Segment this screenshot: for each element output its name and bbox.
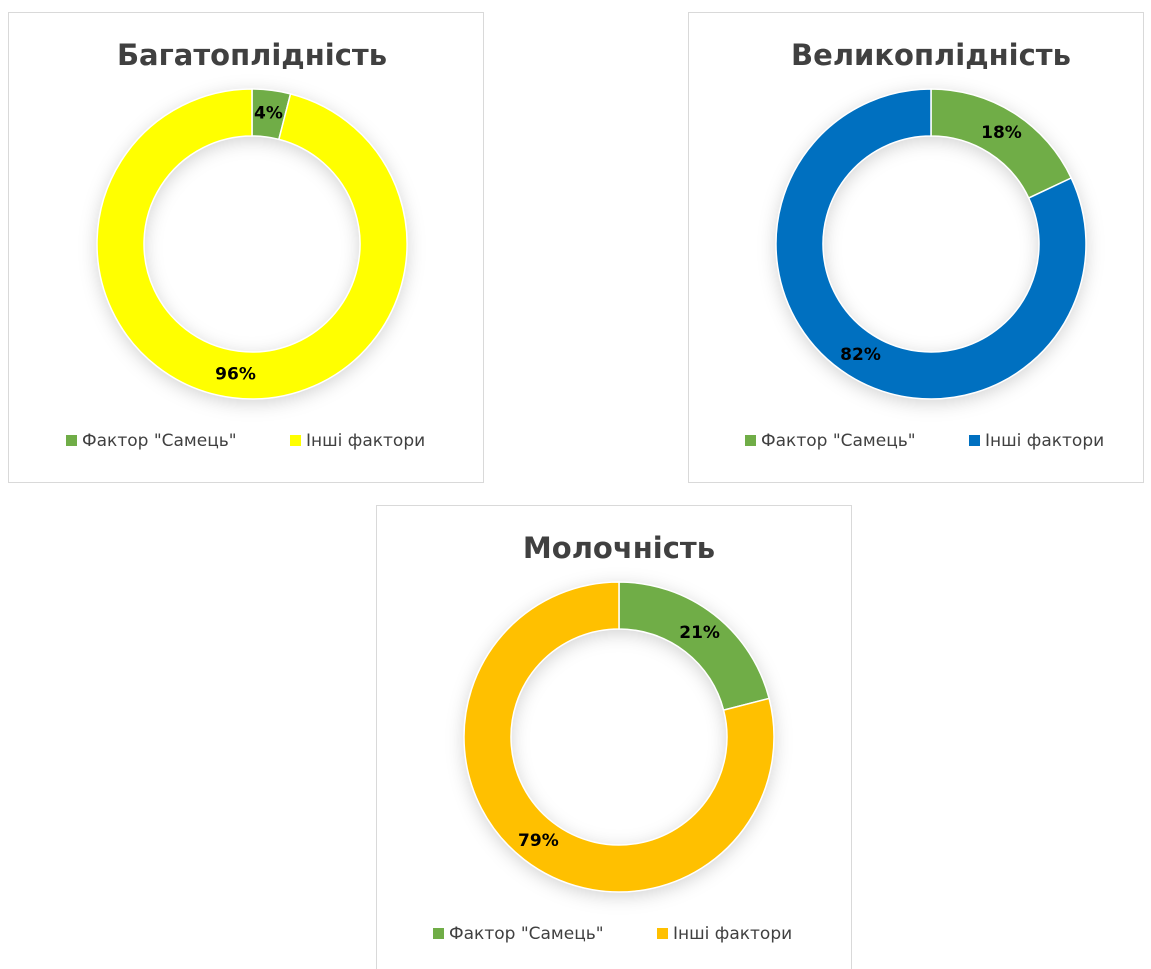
legend-label: Інші фактори	[306, 431, 425, 451]
legend-swatch	[657, 928, 668, 939]
legend-swatch	[433, 928, 444, 939]
legend-swatch	[66, 435, 77, 446]
donut-slice	[463, 581, 775, 893]
donut-slice	[96, 88, 408, 400]
data-label: 79%	[518, 831, 559, 851]
legend-label: Фактор "Самець"	[449, 924, 604, 944]
donut-slice	[775, 88, 1087, 400]
data-label: 4%	[254, 104, 283, 124]
legend-swatch	[745, 435, 756, 446]
legend-label: Фактор "Самець"	[761, 431, 916, 451]
legend-swatch	[969, 435, 980, 446]
data-label: 21%	[679, 623, 720, 643]
legend-label: Інші фактори	[985, 431, 1104, 451]
data-label: 18%	[981, 123, 1022, 143]
chart-frame	[8, 12, 484, 483]
legend-label: Інші фактори	[673, 924, 792, 944]
chart-frame	[376, 505, 852, 969]
chart-title: Багатоплідність	[117, 38, 387, 72]
legend-swatch	[290, 435, 301, 446]
chart-title: Великоплідність	[791, 38, 1071, 72]
chart-title: Молочність	[523, 531, 715, 565]
data-label: 96%	[215, 364, 256, 384]
legend-label: Фактор "Самець"	[82, 431, 237, 451]
data-label: 82%	[840, 345, 881, 365]
